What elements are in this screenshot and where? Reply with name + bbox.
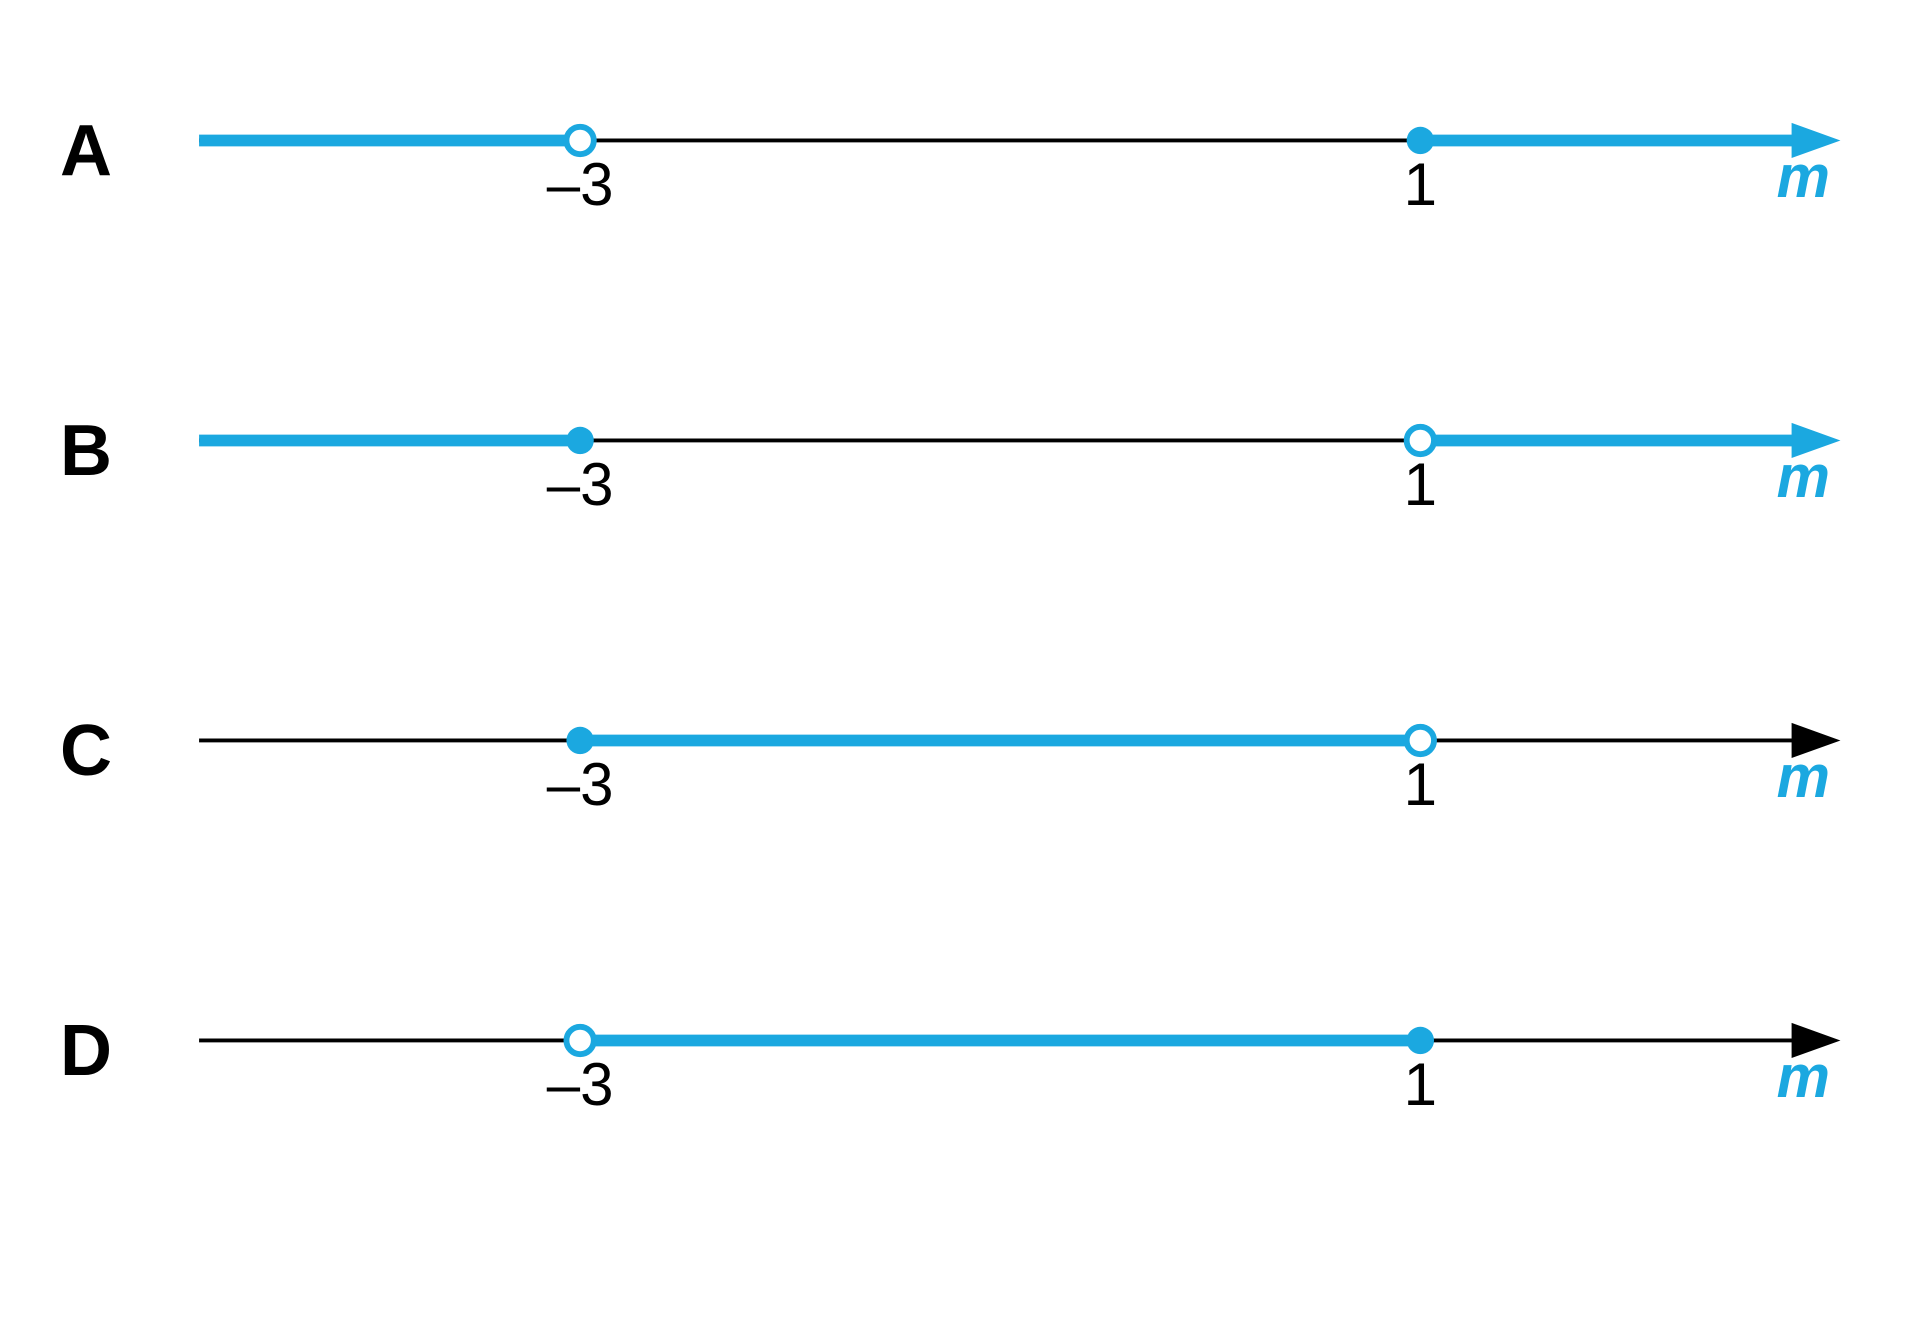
variable-label: m	[1777, 1042, 1830, 1111]
tick-label-right: 1	[1404, 1050, 1437, 1119]
number-line-row-a: A –3 1 m	[60, 100, 1860, 220]
tick-label-right: 1	[1404, 450, 1437, 519]
line-container: –3 1 m	[160, 1000, 1860, 1120]
variable-label: m	[1777, 442, 1830, 511]
number-line-svg	[160, 400, 1860, 520]
line-container: –3 1 m	[160, 100, 1860, 220]
tick-label-left: –3	[547, 450, 614, 519]
tick-label-left: –3	[547, 1050, 614, 1119]
number-line-row-b: B –3 1 m	[60, 400, 1860, 520]
variable-label: m	[1777, 742, 1830, 811]
tick-label-left: –3	[547, 750, 614, 819]
tick-label-right: 1	[1404, 150, 1437, 219]
number-line-svg	[160, 100, 1860, 220]
number-line-row-c: C –3 1 m	[60, 700, 1860, 820]
row-label: A	[60, 110, 160, 192]
row-label: D	[60, 1010, 160, 1092]
line-container: –3 1 m	[160, 400, 1860, 520]
tick-label-right: 1	[1404, 750, 1437, 819]
line-container: –3 1 m	[160, 700, 1860, 820]
tick-label-left: –3	[547, 150, 614, 219]
number-lines-container: A –3 1 m B –3 1 m C –3 1 m D –3 1 m	[60, 100, 1860, 1120]
variable-label: m	[1777, 142, 1830, 211]
row-label: C	[60, 710, 160, 792]
number-line-svg	[160, 700, 1860, 820]
number-line-svg	[160, 1000, 1860, 1120]
number-line-row-d: D –3 1 m	[60, 1000, 1860, 1120]
row-label: B	[60, 410, 160, 492]
